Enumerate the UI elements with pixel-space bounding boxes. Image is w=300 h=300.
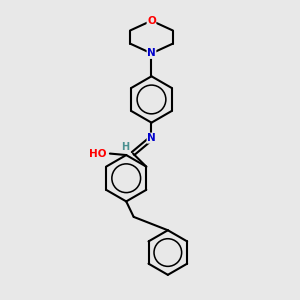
Text: HO: HO — [89, 148, 107, 159]
Text: O: O — [147, 16, 156, 26]
Text: N: N — [147, 48, 156, 59]
Text: N: N — [147, 133, 156, 143]
Text: H: H — [121, 142, 129, 152]
